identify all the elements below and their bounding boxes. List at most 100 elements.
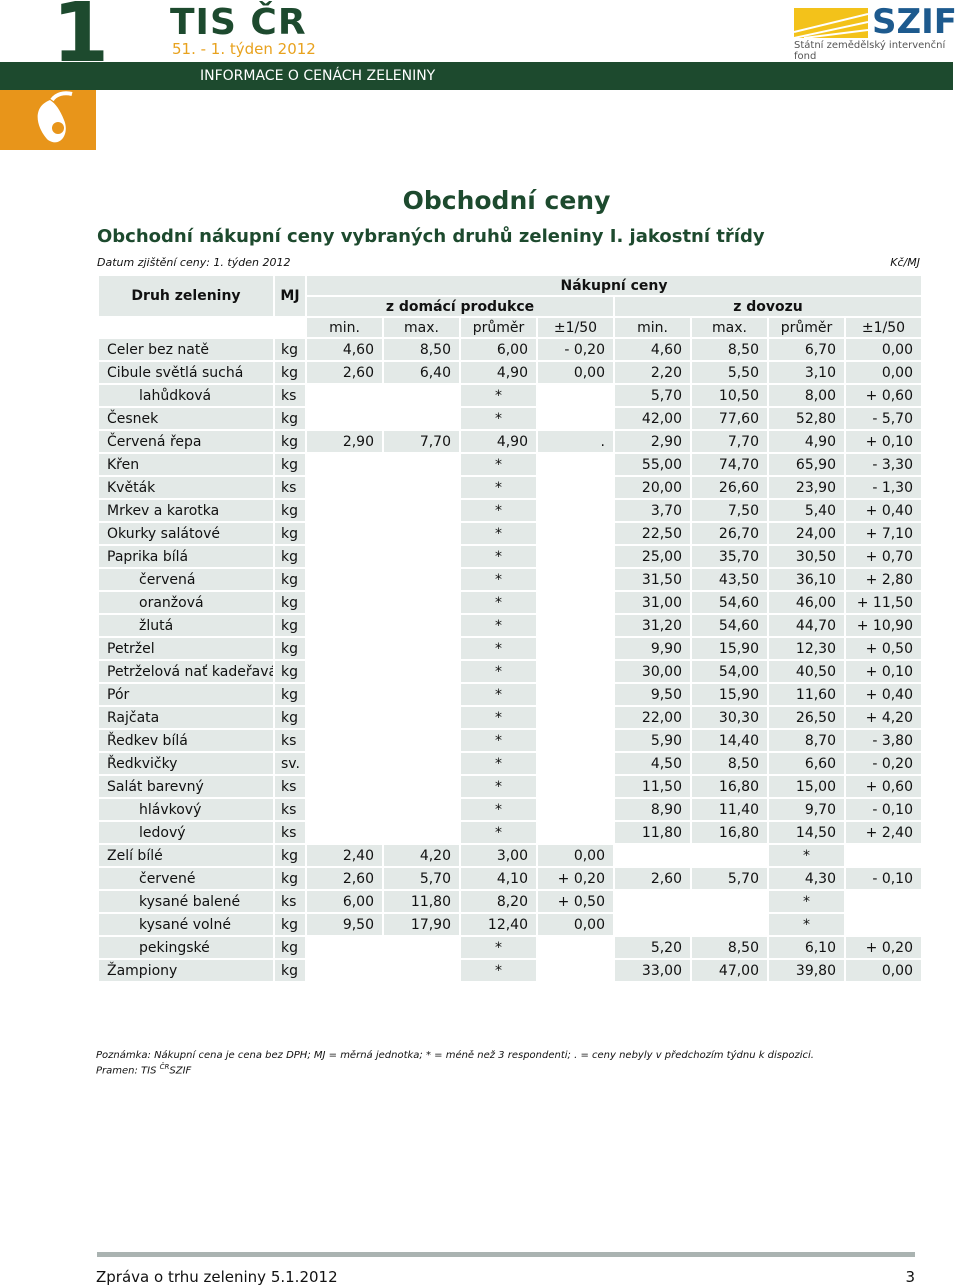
table-row: Petrželová nať kadeřavá kg * 30,00 54,00 40,5… — [97, 659, 923, 684]
price-cell: 3,70 — [613, 498, 692, 523]
pepper-icon — [37, 91, 73, 143]
empty-cell — [844, 843, 923, 868]
empty-cell — [305, 682, 384, 707]
price-cell: + 4,20 — [844, 705, 923, 730]
row-name: Ředkev bílá — [97, 728, 275, 753]
table-row: žlutá kg * 31,20 54,60 44,70 + 10,90 — [97, 613, 923, 638]
row-name: Salát barevný — [97, 774, 275, 799]
empty-cell — [305, 452, 384, 477]
empty-cell — [690, 843, 769, 868]
row-mj: kg — [273, 360, 307, 385]
empty-cell — [305, 567, 384, 592]
price-cell: 33,00 — [613, 958, 692, 983]
price-cell: + 0,50 — [844, 636, 923, 661]
empty-cell — [305, 705, 384, 730]
empty-cell — [382, 383, 461, 408]
price-cell: 7,70 — [690, 429, 769, 454]
price-cell: 8,50 — [382, 337, 461, 362]
price-cell: 4,10 — [459, 866, 538, 891]
row-name: Žampiony — [97, 958, 275, 983]
empty-cell — [305, 751, 384, 776]
price-cell: 4,90 — [459, 429, 538, 454]
table-row: Žampiony kg * 33,00 47,00 39,80 0,00 — [97, 958, 923, 983]
price-cell: * — [459, 958, 538, 983]
price-cell: 30,50 — [767, 544, 846, 569]
price-cell: 20,00 — [613, 475, 692, 500]
price-cell: 11,50 — [613, 774, 692, 799]
price-cell: + 10,90 — [844, 613, 923, 638]
price-cell: 9,50 — [305, 912, 384, 937]
price-cell: * — [459, 406, 538, 431]
price-cell: 9,50 — [613, 682, 692, 707]
price-cell: 14,40 — [690, 728, 769, 753]
price-cell: * — [459, 544, 538, 569]
price-cell: * — [459, 682, 538, 707]
empty-cell — [613, 843, 692, 868]
empty-cell — [305, 935, 384, 960]
price-cell: 31,00 — [613, 590, 692, 615]
empty-cell — [382, 935, 461, 960]
empty-cell — [690, 889, 769, 914]
row-mj: kg — [273, 521, 307, 546]
price-cell: 54,60 — [690, 613, 769, 638]
icon-box — [0, 90, 96, 150]
empty-cell — [382, 613, 461, 638]
column-head: průměr — [767, 316, 846, 339]
price-cell: 8,50 — [690, 935, 769, 960]
empty-cell — [536, 383, 615, 408]
table-row: oranžová kg * 31,00 54,60 46,00 + 11,50 — [97, 590, 923, 615]
price-cell: - 0,20 — [536, 337, 615, 362]
empty-cell — [382, 820, 461, 845]
price-cell: . — [536, 429, 615, 454]
row-mj: ks — [273, 889, 307, 914]
empty-cell — [536, 682, 615, 707]
price-cell: 77,60 — [690, 406, 769, 431]
price-cell: 8,20 — [459, 889, 538, 914]
price-cell: * — [459, 452, 538, 477]
price-cell: 16,80 — [690, 774, 769, 799]
price-cell: 46,00 — [767, 590, 846, 615]
empty-cell — [382, 544, 461, 569]
price-cell: 4,90 — [459, 360, 538, 385]
subtitle: Obchodní nákupní ceny vybraných druhů ze… — [97, 226, 765, 247]
price-cell: 2,20 — [613, 360, 692, 385]
price-cell: 11,40 — [690, 797, 769, 822]
row-name: kysané volné — [97, 912, 275, 937]
price-cell: 26,60 — [690, 475, 769, 500]
szif-logo: SZIF — [872, 2, 958, 42]
empty-cell — [382, 452, 461, 477]
price-cell: 2,60 — [613, 866, 692, 891]
row-mj: kg — [273, 866, 307, 891]
price-cell: 26,50 — [767, 705, 846, 730]
table-row: ledový ks * 11,80 16,80 14,50 + 2,40 — [97, 820, 923, 845]
price-cell: + 2,40 — [844, 820, 923, 845]
empty-cell — [536, 475, 615, 500]
price-cell: - 0,10 — [844, 866, 923, 891]
price-cell: + 0,20 — [844, 935, 923, 960]
price-cell: 15,90 — [690, 636, 769, 661]
row-name: červené — [97, 866, 275, 891]
empty-cell — [536, 774, 615, 799]
price-cell: 12,40 — [459, 912, 538, 937]
price-cell: 40,50 — [767, 659, 846, 684]
empty-cell — [382, 797, 461, 822]
price-cell: 5,40 — [767, 498, 846, 523]
row-name: Mrkev a karotka — [97, 498, 275, 523]
price-cell: 7,70 — [382, 429, 461, 454]
empty-cell — [536, 751, 615, 776]
table-row: Paprika bílá kg * 25,00 35,70 30,50 + 0,70 — [97, 544, 923, 569]
price-cell: 15,90 — [690, 682, 769, 707]
price-cell: * — [459, 820, 538, 845]
row-mj: kg — [273, 613, 307, 638]
row-mj: ks — [273, 475, 307, 500]
row-name: Květák — [97, 475, 275, 500]
price-cell: + 0,60 — [844, 774, 923, 799]
szif-stripes — [794, 8, 868, 38]
price-cell: 6,00 — [459, 337, 538, 362]
empty-cell — [536, 636, 615, 661]
empty-cell — [536, 958, 615, 983]
price-cell: - 0,20 — [844, 751, 923, 776]
row-name: Petržel — [97, 636, 275, 661]
week: 51. - 1. týden 2012 — [172, 40, 316, 58]
